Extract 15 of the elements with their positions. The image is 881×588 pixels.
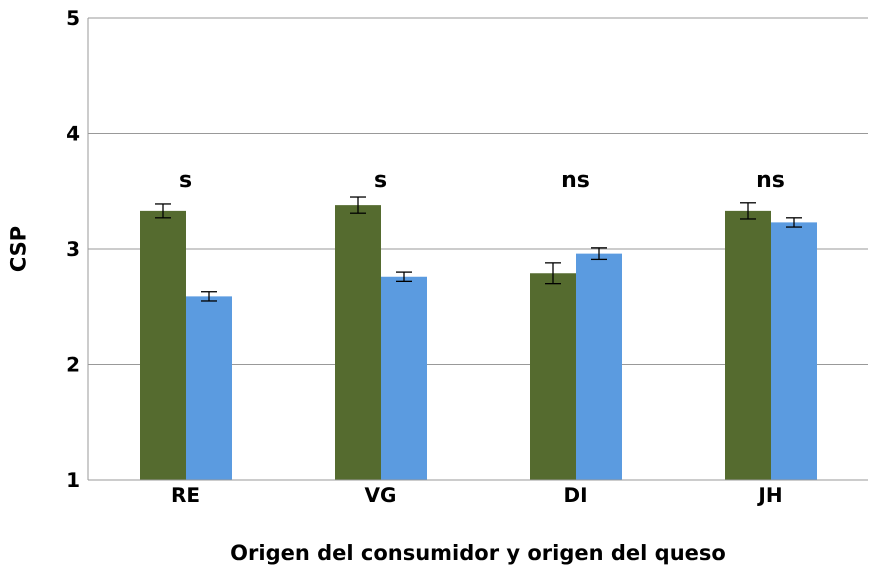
y-tick-label: 4 (66, 122, 80, 146)
y-axis-title: CSP (6, 226, 30, 272)
x-tick-label: VG (364, 483, 396, 508)
annotation: ns (755, 168, 786, 193)
x-tick-label: JH (756, 483, 783, 508)
annotation: s (372, 168, 388, 193)
annotation: ns (560, 168, 591, 193)
y-tick-label: 3 (66, 237, 80, 262)
x-tick-label: DI (563, 483, 588, 508)
y-tick-label: 2 (66, 352, 80, 377)
x-tick-label: RE (170, 483, 200, 508)
x-axis-title: Origen del consumidor y origen del queso (230, 541, 726, 565)
annotation: s (178, 168, 194, 193)
y-tick-label: 1 (66, 468, 80, 492)
y-tick-label: 5 (66, 6, 80, 30)
